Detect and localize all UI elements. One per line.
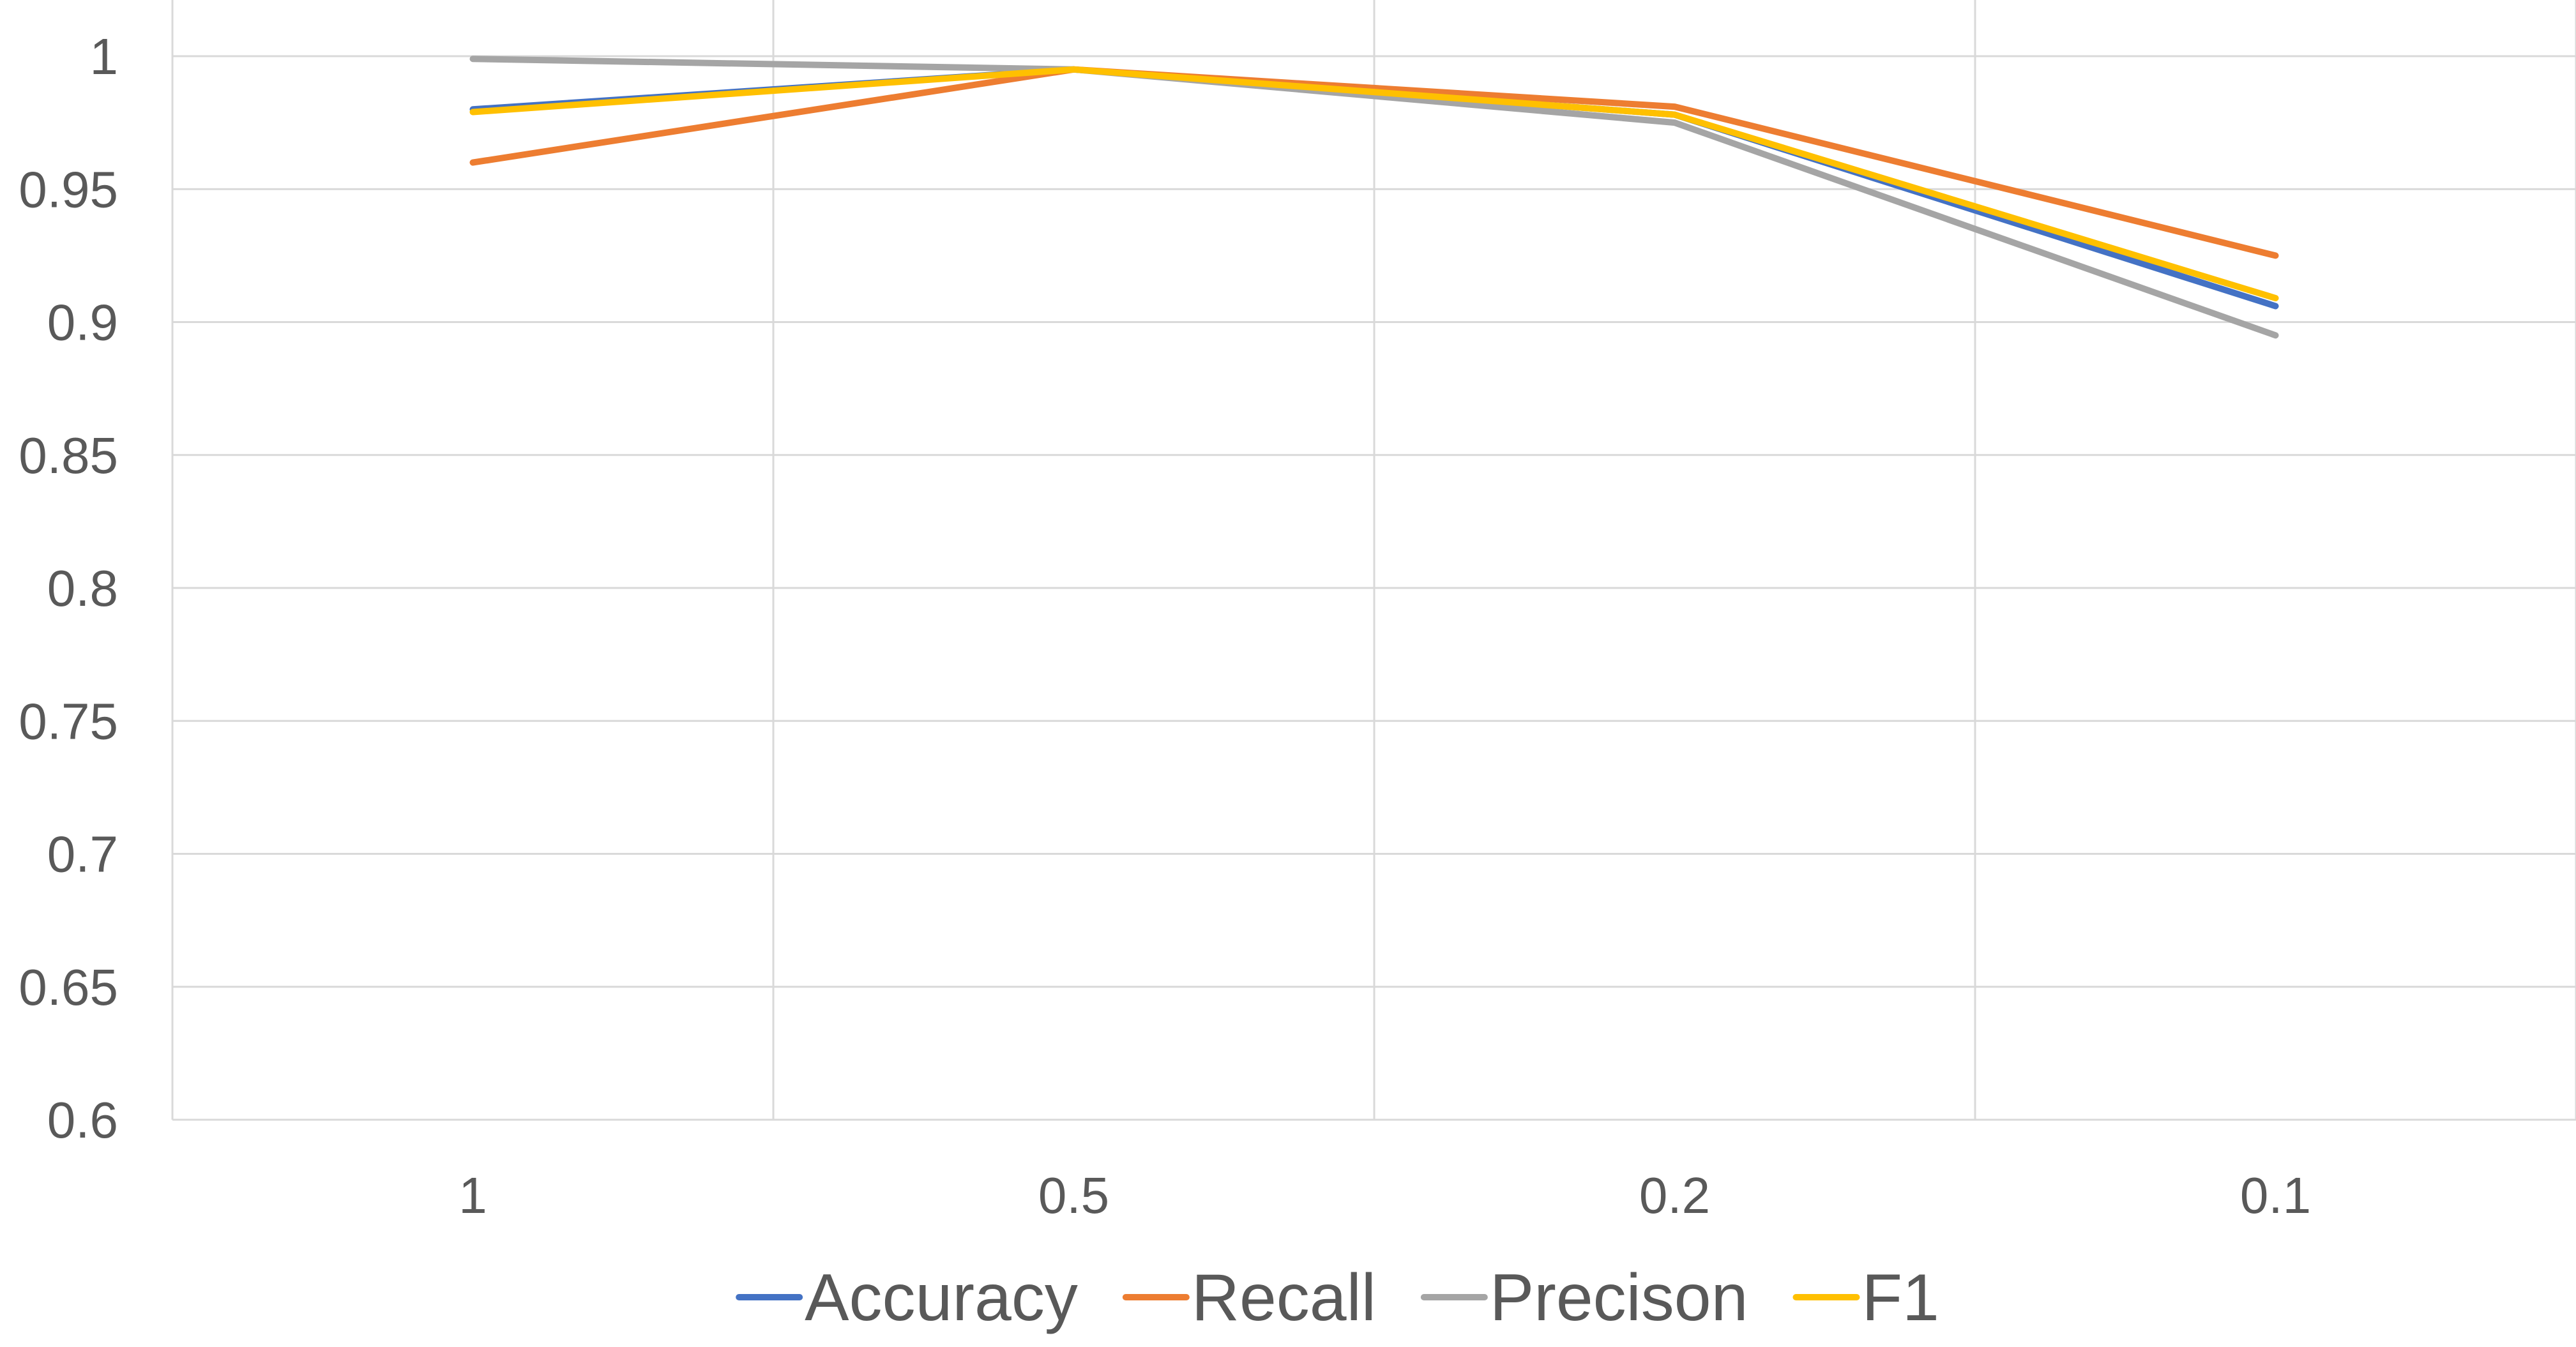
y-tick-label: 0.65 [19,959,118,1016]
x-tick-label: 0.2 [1639,1167,1710,1224]
series-line-precison [469,56,2279,339]
series-line-f1 [469,66,2279,301]
legend: Accuracy Recall Precison F1 [736,1261,1939,1335]
legend-label: F1 [1861,1261,1939,1335]
y-tick-label: 0.8 [47,560,118,617]
x-tick-label: 0.5 [1038,1167,1109,1224]
legend-label: Precison [1490,1261,1748,1335]
x-tick-label: 1 [458,1167,487,1224]
series-lines [469,56,2279,339]
y-tick-label: 1 [90,28,119,85]
legend-label: Recall [1192,1261,1376,1335]
legend-item-recall: Recall [1122,1261,1376,1335]
legend-item-precison: Precison [1420,1261,1748,1335]
y-tick-label: 0.95 [19,161,118,218]
legend-item-f1: F1 [1792,1261,1939,1335]
x-axis-tick-labels: 1 0.5 0.2 0.1 [458,1167,2311,1224]
legend-label: Accuracy [805,1261,1078,1335]
x-tick-label: 0.1 [2240,1167,2311,1224]
y-tick-label: 0.6 [47,1092,118,1148]
y-tick-label: 0.9 [47,294,118,351]
series-line-recall [469,66,2279,259]
gridlines [171,0,2576,1121]
y-tick-label: 0.85 [19,427,118,484]
legend-item-accuracy: Accuracy [736,1261,1078,1335]
y-axis-tick-labels: 0.6 0.65 0.7 0.75 0.8 0.85 0.9 0.95 1 [19,28,118,1148]
y-tick-label: 0.7 [47,826,118,883]
y-tick-label: 0.75 [19,693,118,749]
